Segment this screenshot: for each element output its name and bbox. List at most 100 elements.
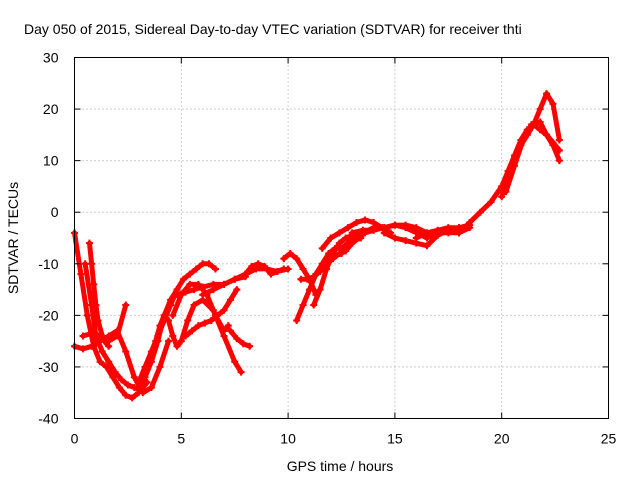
series-arc-10 bbox=[227, 328, 253, 349]
data-point bbox=[528, 121, 536, 129]
data-point bbox=[239, 340, 247, 348]
data-point bbox=[199, 260, 207, 268]
data-point bbox=[169, 332, 177, 340]
data-point bbox=[273, 268, 281, 276]
data-point bbox=[323, 265, 331, 273]
data-point bbox=[444, 224, 452, 232]
data-point bbox=[338, 249, 345, 257]
data-point bbox=[94, 332, 102, 340]
data-point bbox=[141, 363, 149, 371]
data-point bbox=[79, 345, 87, 353]
y-tick-label: 20 bbox=[43, 101, 59, 117]
data-point bbox=[81, 260, 89, 268]
data-point bbox=[476, 208, 484, 216]
series-arc-16 bbox=[298, 227, 376, 282]
data-point bbox=[280, 265, 288, 273]
data-point bbox=[147, 384, 155, 392]
data-point bbox=[536, 118, 544, 126]
plot-frame bbox=[74, 57, 609, 419]
data-point bbox=[220, 327, 228, 335]
data-point bbox=[177, 337, 185, 345]
data-point bbox=[335, 239, 343, 247]
data-point bbox=[412, 224, 420, 232]
data-point bbox=[286, 249, 294, 257]
data-point bbox=[293, 317, 301, 325]
data-point bbox=[342, 234, 350, 242]
y-tick-label: 10 bbox=[43, 153, 59, 169]
chart-title: Day 050 of 2015, Sidereal Day-to-day VTE… bbox=[24, 21, 522, 37]
data-point bbox=[226, 327, 234, 335]
data-point bbox=[192, 265, 200, 273]
data-point bbox=[88, 342, 96, 350]
data-point bbox=[549, 141, 557, 149]
data-point bbox=[135, 378, 143, 386]
data-point bbox=[98, 347, 106, 355]
data-point bbox=[111, 368, 119, 376]
data-point bbox=[224, 322, 232, 330]
x-tick-label: 15 bbox=[387, 431, 403, 447]
data-point bbox=[128, 394, 136, 402]
data-point bbox=[267, 270, 275, 278]
data-point bbox=[299, 301, 307, 309]
data-point bbox=[329, 249, 337, 257]
data-point bbox=[179, 275, 187, 283]
data-point bbox=[412, 234, 420, 242]
data-point bbox=[327, 234, 335, 242]
data-point bbox=[402, 221, 410, 229]
data-point bbox=[498, 193, 506, 201]
data-point bbox=[139, 389, 147, 397]
data-point bbox=[220, 306, 228, 314]
data-point bbox=[182, 332, 190, 340]
data-point bbox=[173, 342, 181, 350]
data-point bbox=[434, 226, 442, 234]
data-point bbox=[77, 270, 85, 278]
data-point bbox=[205, 260, 213, 268]
data-point bbox=[186, 280, 194, 288]
data-point bbox=[237, 368, 245, 376]
data-point bbox=[391, 221, 399, 229]
data-point bbox=[359, 226, 367, 234]
data-point bbox=[85, 239, 93, 247]
data-point bbox=[105, 358, 113, 366]
data-point bbox=[261, 262, 269, 270]
data-point bbox=[348, 239, 356, 247]
data-point bbox=[466, 219, 474, 227]
data-point bbox=[88, 329, 96, 337]
data-point bbox=[246, 342, 254, 350]
data-point bbox=[310, 273, 318, 281]
grid-layer bbox=[74, 57, 609, 419]
data-point bbox=[519, 136, 527, 144]
data-point bbox=[143, 378, 151, 386]
data-point bbox=[115, 384, 123, 392]
y-tick-label: 30 bbox=[43, 50, 59, 66]
data-point bbox=[173, 291, 181, 299]
x-tick-label: 10 bbox=[280, 431, 296, 447]
data-point bbox=[199, 291, 207, 299]
data-point bbox=[380, 229, 388, 237]
data-point bbox=[209, 286, 217, 294]
data-point bbox=[79, 332, 87, 340]
data-point bbox=[316, 268, 324, 276]
data-point bbox=[303, 275, 311, 283]
data-point bbox=[105, 342, 113, 350]
data-point bbox=[423, 229, 431, 237]
data-point bbox=[555, 157, 563, 165]
data-point bbox=[344, 224, 352, 232]
data-point bbox=[361, 216, 369, 224]
data-point bbox=[423, 242, 431, 250]
data-point bbox=[402, 237, 410, 245]
data-point bbox=[226, 296, 234, 304]
data-point bbox=[169, 311, 177, 319]
data-point bbox=[233, 286, 241, 294]
data-point bbox=[124, 381, 132, 389]
data-point bbox=[391, 234, 399, 242]
data-point bbox=[280, 255, 288, 263]
data-point bbox=[335, 229, 343, 237]
x-tick-label: 25 bbox=[601, 431, 617, 447]
data-point bbox=[207, 317, 215, 325]
data-point bbox=[100, 337, 108, 345]
data-point bbox=[214, 311, 222, 319]
data-point bbox=[502, 188, 510, 196]
data-point bbox=[297, 275, 305, 283]
